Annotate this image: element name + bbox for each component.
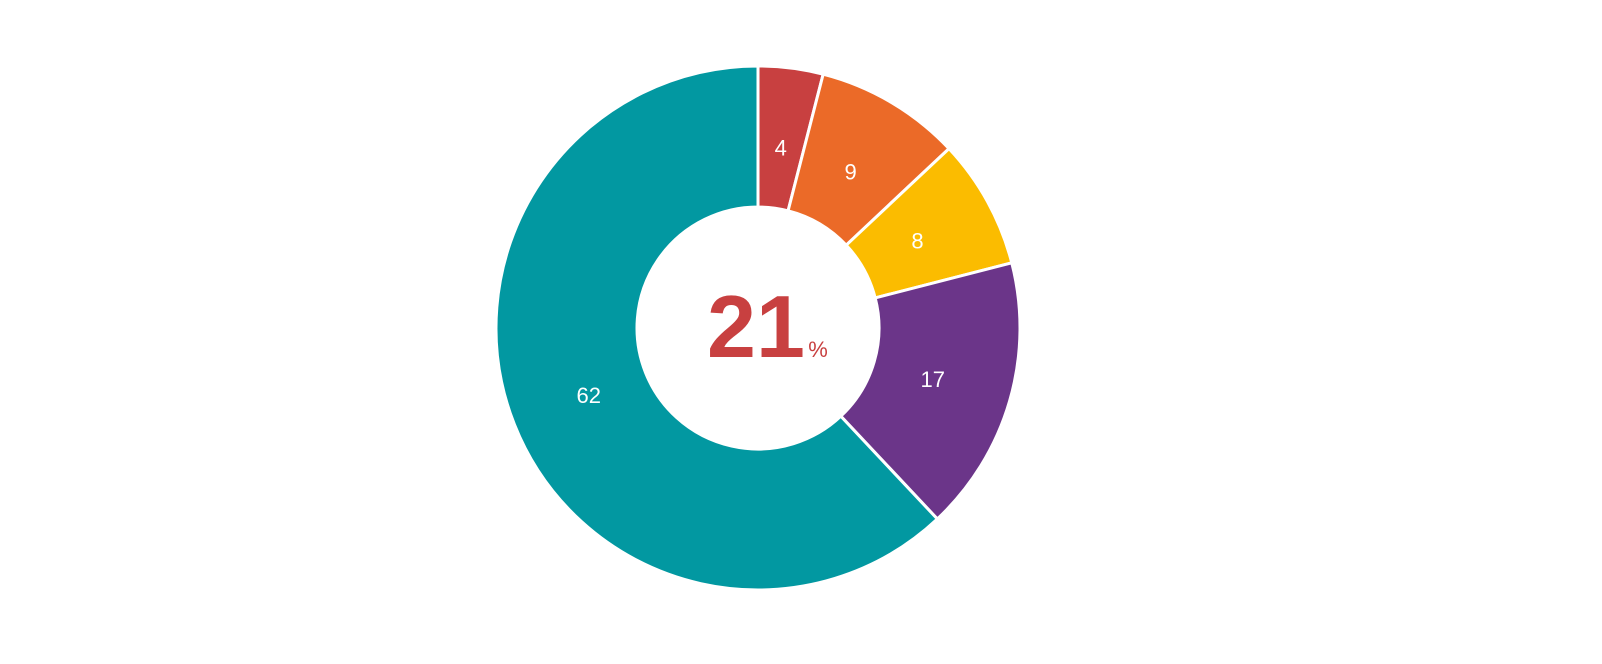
slice-label-4: 62 [577, 383, 601, 408]
center-value: 21 [707, 277, 805, 376]
slice-label-0: 4 [775, 135, 787, 160]
donut-slices [494, 64, 1022, 592]
slice-label-2: 8 [911, 228, 923, 253]
slice-labels: 4 9 8 17 62 [577, 135, 945, 408]
center-readout: 21 % [707, 277, 828, 376]
slice-label-1: 9 [845, 159, 857, 184]
donut-slice-3 [838, 261, 1022, 522]
center-unit: % [808, 337, 828, 362]
slice-label-3: 17 [921, 367, 945, 392]
donut-slice-4 [494, 64, 940, 592]
